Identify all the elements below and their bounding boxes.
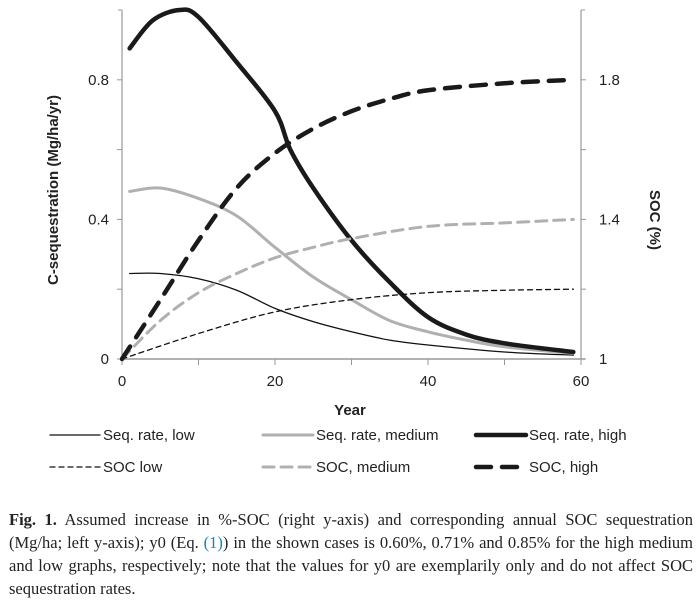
caption-text-end: ) in the shown cases is 0.60%, 0.71% and… xyxy=(9,533,693,598)
caption-text: Assumed increase in %-SOC (right y-axis)… xyxy=(9,510,693,552)
y-left-tick-label: 0 xyxy=(101,351,109,368)
series-lines xyxy=(119,7,576,362)
y-axis-right-label: SOC (%) xyxy=(646,190,663,250)
x-tick-label: 40 xyxy=(420,373,437,390)
equation-reference-link[interactable]: (1) xyxy=(203,533,223,552)
legend-label-0: Seq. rate, low xyxy=(103,427,195,444)
legend-label-4: SOC, medium xyxy=(316,459,410,476)
axes: 0 20 40 60 0 0.4 0.8 1 1.4 1.8 xyxy=(88,9,620,390)
x-tick-label: 20 xyxy=(267,373,284,390)
x-tick-label: 60 xyxy=(573,373,590,390)
y-left-tick-label: 0.4 xyxy=(88,211,109,228)
legend-label-1: Seq. rate, medium xyxy=(316,427,439,444)
series-line-3 xyxy=(121,288,574,360)
x-tick-label: 0 xyxy=(118,373,126,390)
y-right-tick-label: 1.8 xyxy=(599,72,620,89)
y-left-tick-label: 0.8 xyxy=(88,72,109,89)
y-right-tick-label: 1.4 xyxy=(599,211,620,228)
series-line-4 xyxy=(120,217,575,361)
y-axis-left-label: C-sequestration (Mg/ha/yr) xyxy=(45,95,62,285)
caption-label: Fig. 1. xyxy=(9,510,57,529)
legend-label-2: Seq. rate, high xyxy=(529,427,627,444)
chart: 0 20 40 60 0 0.4 0.8 1 1.4 1.8 Year C-sequestrati… xyxy=(45,7,663,476)
legend-label-5: SOC, high xyxy=(529,459,598,476)
figure-caption: Fig. 1. Assumed increase in %-SOC (right… xyxy=(9,508,693,600)
series-line-2 xyxy=(127,7,576,355)
legend: Seq. rate, low Seq. rate, medium Seq. rate… xyxy=(49,427,627,476)
legend-label-3: SOC low xyxy=(103,459,162,476)
y-right-tick-label: 1 xyxy=(599,351,607,368)
x-axis-label: Year xyxy=(334,402,366,419)
series-line-0 xyxy=(129,272,574,356)
series-line-1 xyxy=(128,186,575,355)
series-line-5 xyxy=(119,77,576,362)
